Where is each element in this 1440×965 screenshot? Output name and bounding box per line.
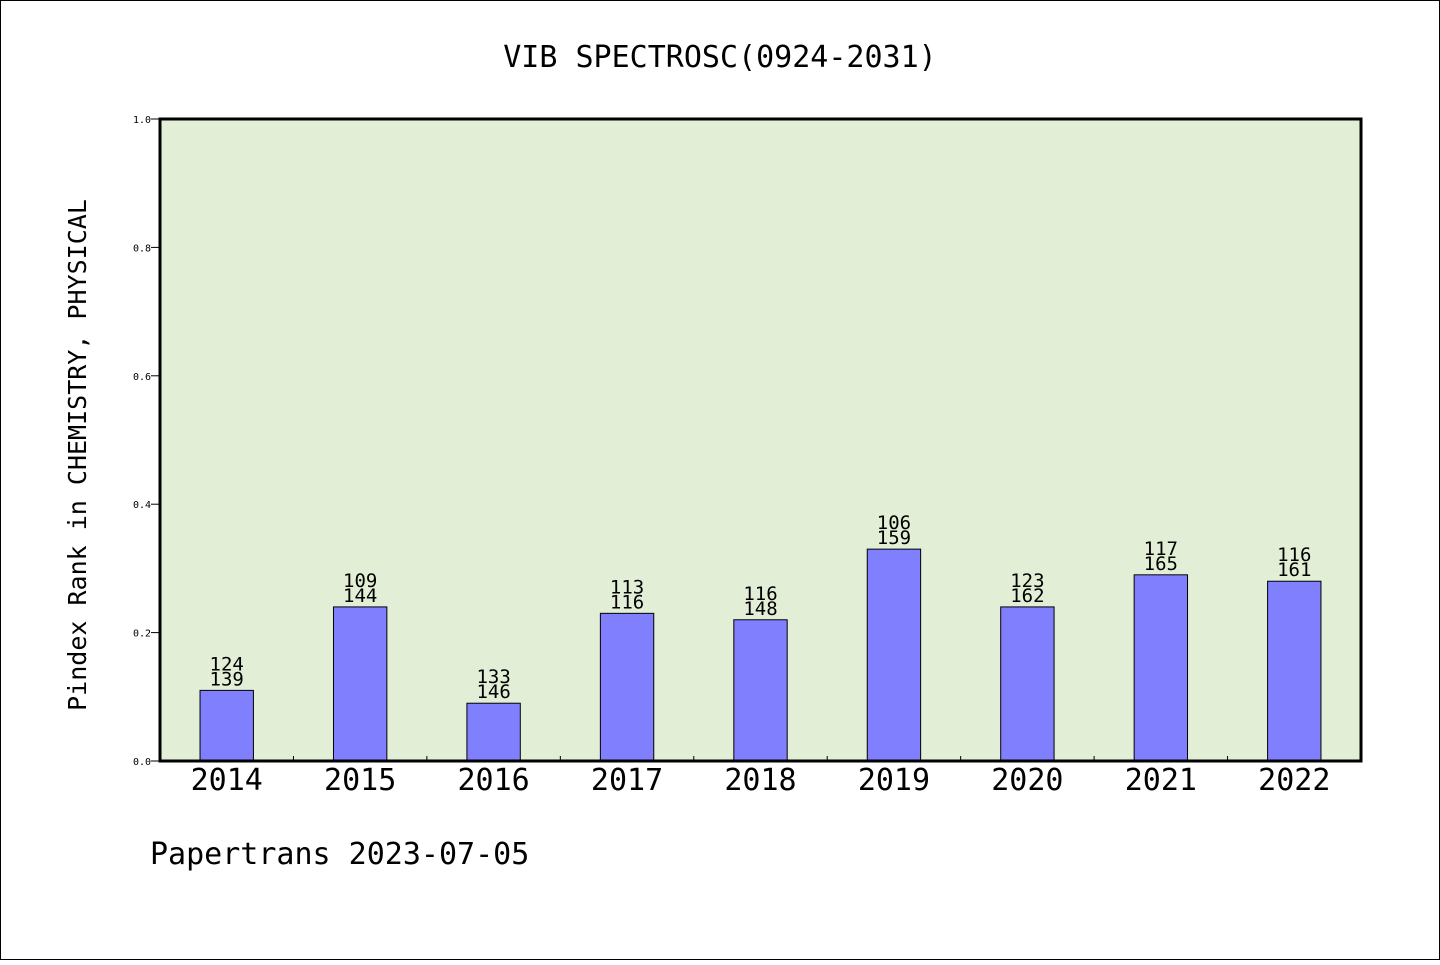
bar-2018: [733, 619, 788, 762]
bar-label-top: 123: [1010, 570, 1044, 592]
x-tick-label: 2022: [1258, 763, 1330, 798]
bar-label-bottom: 146: [476, 681, 510, 703]
bar-2014: [199, 689, 254, 762]
bar-label-bottom: 162: [1010, 585, 1044, 607]
bar-2020: [1000, 606, 1055, 762]
bar-label-top: 113: [610, 576, 644, 598]
bar-label-top: 124: [210, 653, 244, 675]
bar-2017: [599, 612, 655, 762]
bar-label-bottom: 148: [743, 598, 777, 620]
bar-label-bottom: 116: [610, 591, 644, 613]
bar-label-top: 117: [1144, 538, 1178, 560]
y-axis-label: Pindex Rank in CHEMISTRY, PHYSICAL: [63, 199, 92, 711]
x-axis: 2014 2015 2016 2017 2018 2019 2020 2021 2022: [191, 756, 1330, 798]
bar-label-bottom: 139: [210, 668, 244, 690]
bar-2021: [1133, 574, 1189, 762]
x-tick-label: 2016: [457, 763, 529, 798]
y-tick-label: 0.4: [133, 500, 151, 511]
footer-credit: Papertrans 2023-07-05: [150, 837, 529, 872]
chart-title: VIB SPECTROSC(0924-2031): [503, 40, 936, 75]
x-tick-label: 2017: [591, 763, 663, 798]
bar-2015: [332, 606, 388, 762]
x-tick-label: 2014: [191, 763, 263, 798]
y-tick-label: 1.0: [133, 115, 151, 126]
x-tick-label: 2020: [991, 763, 1063, 798]
x-tick-label: 2018: [724, 763, 796, 798]
bar-label-bottom: 161: [1277, 559, 1311, 581]
bar-label-bottom: 144: [343, 585, 377, 607]
x-tick-label: 2021: [1125, 763, 1197, 798]
plot-frame: [158, 117, 1363, 763]
bar-label-top: 106: [877, 512, 911, 534]
y-tick-label: 0.8: [133, 243, 151, 254]
y-tick-label: 0.6: [133, 372, 151, 383]
bar-label-bottom: 165: [1144, 553, 1178, 575]
bars-layer: [199, 548, 1322, 762]
x-tick-label: 2015: [324, 763, 396, 798]
bar-label-top: 116: [1277, 544, 1311, 566]
y-tick-label: 0.2: [133, 629, 151, 640]
x-tick-label: 2019: [858, 763, 930, 798]
y-tick-label: 0.0: [133, 757, 151, 768]
bar-2019: [866, 548, 922, 762]
bar-2016: [466, 702, 521, 762]
bar-label-top: 109: [343, 570, 377, 592]
bar-label-top: 133: [476, 666, 510, 688]
bar-label-top: 116: [743, 583, 777, 605]
bar-label-bottom: 159: [877, 527, 911, 549]
bar-2022: [1267, 580, 1322, 762]
